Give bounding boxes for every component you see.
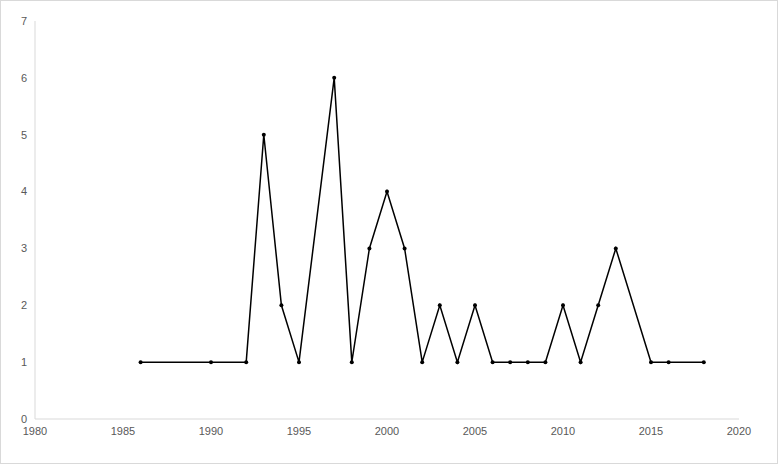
svg-text:1980: 1980 [23,425,47,437]
svg-text:6: 6 [21,72,27,84]
svg-text:1990: 1990 [199,425,223,437]
svg-text:2005: 2005 [463,425,487,437]
svg-text:2000: 2000 [375,425,399,437]
svg-text:2: 2 [21,299,27,311]
svg-text:5: 5 [21,129,27,141]
svg-text:1995: 1995 [287,425,311,437]
svg-text:2020: 2020 [727,425,751,437]
svg-text:0: 0 [21,413,27,425]
svg-text:2015: 2015 [639,425,663,437]
svg-text:4: 4 [21,185,27,197]
svg-text:3: 3 [21,242,27,254]
svg-text:1985: 1985 [111,425,135,437]
svg-text:2010: 2010 [551,425,575,437]
svg-text:7: 7 [21,15,27,27]
svg-text:1: 1 [21,356,27,368]
